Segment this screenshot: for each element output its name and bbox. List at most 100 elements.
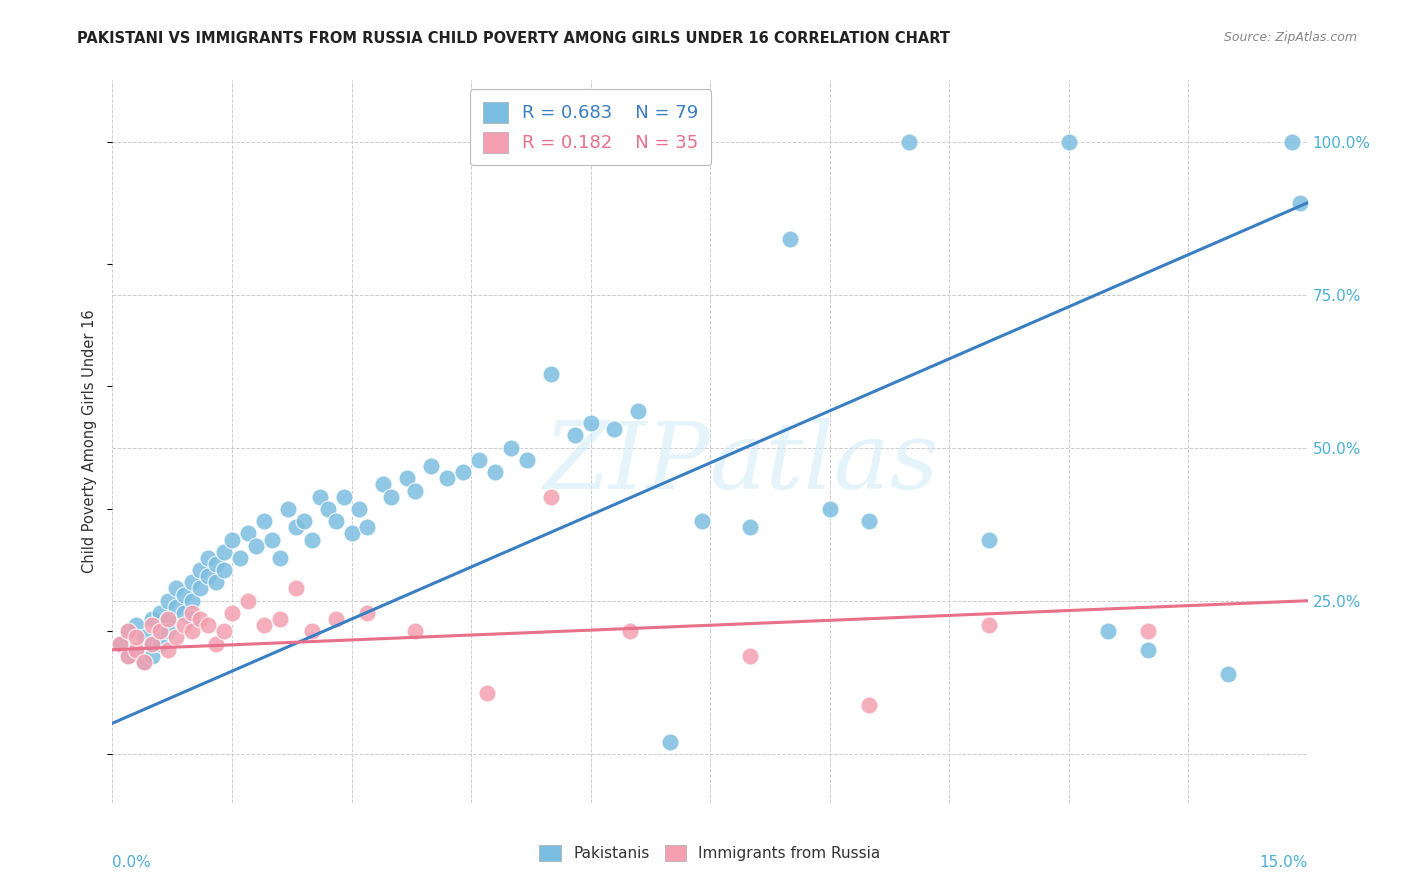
Point: [149, 606, 172, 620]
Legend: Pakistanis, Immigrants from Russia: Pakistanis, Immigrants from Russia: [533, 839, 887, 867]
Point: [977, 618, 1000, 632]
Point: [205, 575, 228, 590]
Point: [188, 612, 211, 626]
Point: [579, 416, 602, 430]
Point: [229, 550, 252, 565]
Point: [269, 612, 291, 626]
Point: [356, 520, 378, 534]
Point: [157, 642, 180, 657]
Point: [125, 642, 148, 657]
Point: [779, 232, 801, 246]
Point: [420, 458, 443, 473]
Point: [117, 648, 139, 663]
Point: [125, 631, 148, 645]
Point: [141, 637, 163, 651]
Point: [181, 593, 204, 607]
Point: [141, 612, 163, 626]
Point: [141, 618, 163, 632]
Point: [325, 612, 347, 626]
Point: [181, 624, 204, 639]
Point: [110, 637, 132, 651]
Point: [260, 533, 283, 547]
Point: [149, 637, 172, 651]
Point: [117, 624, 139, 639]
Point: [157, 612, 180, 626]
Point: [157, 593, 180, 607]
Point: [468, 453, 491, 467]
Point: [316, 502, 339, 516]
Point: [269, 550, 291, 565]
Point: [301, 533, 323, 547]
Point: [499, 441, 522, 455]
Point: [117, 648, 139, 663]
Point: [245, 539, 267, 553]
Point: [436, 471, 458, 485]
Point: [858, 698, 880, 712]
Point: [221, 606, 243, 620]
Point: [1057, 135, 1080, 149]
Point: [236, 526, 259, 541]
Point: [858, 514, 880, 528]
Point: [516, 453, 538, 467]
Point: [134, 631, 156, 645]
Point: [277, 502, 299, 516]
Point: [332, 490, 354, 504]
Point: [603, 422, 626, 436]
Point: [1097, 624, 1119, 639]
Point: [404, 483, 426, 498]
Point: [181, 575, 204, 590]
Point: [188, 563, 211, 577]
Text: atlas: atlas: [710, 418, 939, 508]
Point: [221, 533, 243, 547]
Point: [253, 514, 276, 528]
Point: [404, 624, 426, 639]
Point: [149, 624, 172, 639]
Point: [212, 563, 235, 577]
Text: 0.0%: 0.0%: [112, 855, 152, 870]
Point: [212, 545, 235, 559]
Point: [898, 135, 921, 149]
Text: Source: ZipAtlas.com: Source: ZipAtlas.com: [1223, 31, 1357, 45]
Point: [818, 502, 841, 516]
Point: [484, 465, 506, 479]
Point: [173, 618, 195, 632]
Point: [451, 465, 474, 479]
Point: [1137, 642, 1160, 657]
Point: [284, 520, 307, 534]
Text: ZIP: ZIP: [543, 418, 710, 508]
Point: [110, 637, 132, 651]
Point: [149, 624, 172, 639]
Point: [690, 514, 713, 528]
Point: [738, 648, 761, 663]
Point: [165, 599, 187, 614]
Point: [619, 624, 641, 639]
Text: PAKISTANI VS IMMIGRANTS FROM RUSSIA CHILD POVERTY AMONG GIRLS UNDER 16 CORRELATI: PAKISTANI VS IMMIGRANTS FROM RUSSIA CHIL…: [77, 31, 950, 46]
Point: [977, 533, 1000, 547]
Point: [253, 618, 276, 632]
Point: [134, 655, 156, 669]
Point: [301, 624, 323, 639]
Point: [197, 569, 219, 583]
Point: [738, 520, 761, 534]
Point: [1137, 624, 1160, 639]
Point: [308, 490, 330, 504]
Point: [1288, 195, 1310, 210]
Point: [540, 490, 562, 504]
Point: [141, 648, 163, 663]
Point: [125, 642, 148, 657]
Point: [165, 631, 187, 645]
Point: [205, 637, 228, 651]
Point: [173, 606, 195, 620]
Text: 15.0%: 15.0%: [1260, 855, 1308, 870]
Point: [141, 637, 163, 651]
Point: [325, 514, 347, 528]
Point: [1216, 667, 1239, 681]
Point: [475, 685, 498, 699]
Point: [540, 367, 562, 381]
Point: [236, 593, 259, 607]
Point: [181, 606, 204, 620]
Point: [173, 588, 195, 602]
Point: [356, 606, 378, 620]
Point: [181, 612, 204, 626]
Point: [117, 624, 139, 639]
